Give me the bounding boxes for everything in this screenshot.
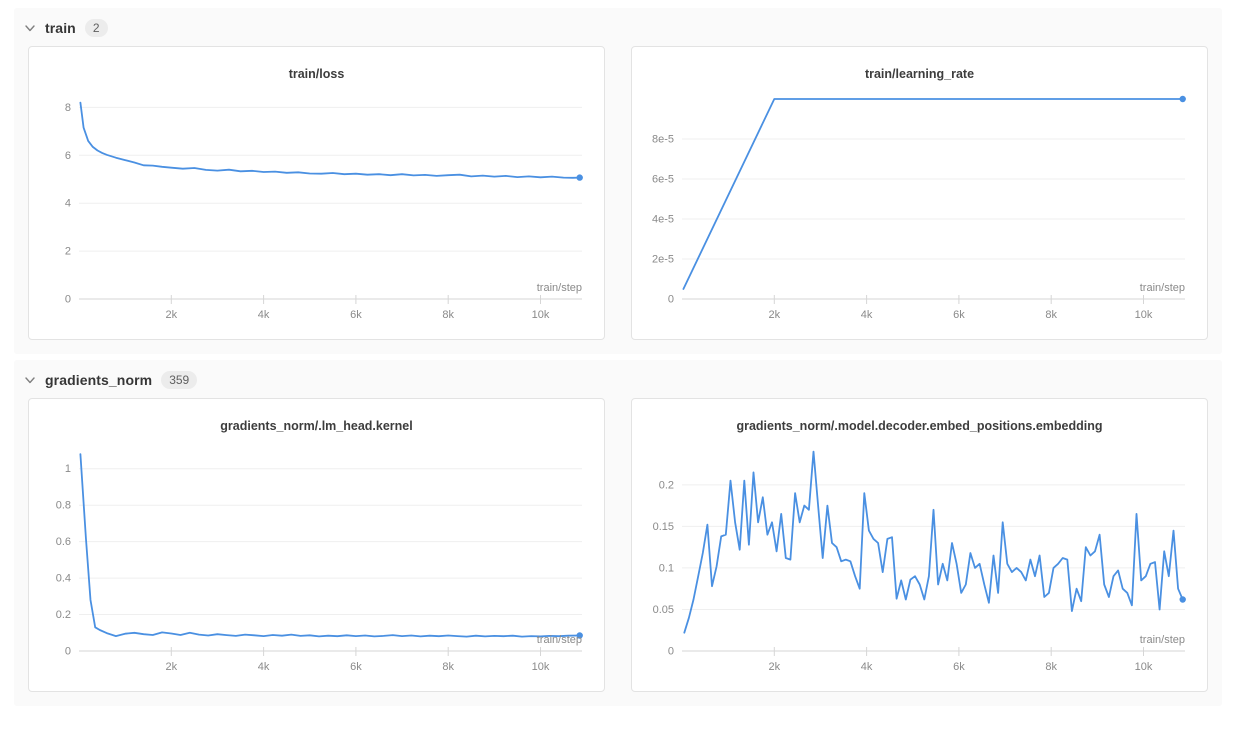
section-gradients-norm-count-badge: 359 (161, 371, 198, 389)
svg-text:6: 6 (65, 150, 71, 162)
svg-text:8k: 8k (442, 309, 454, 321)
section-train: train 2 2k 4k 6k 8k 10k 0 2 4 6 8 train/step train/… (14, 8, 1222, 354)
chart-panel-embed-positions-embedding[interactable]: 2k 4k 6k 8k 10k 0 0.05 0.1 0.15 0.2 train/step grad… (631, 398, 1208, 692)
svg-text:0.05: 0.05 (653, 604, 674, 616)
svg-text:4k: 4k (861, 309, 873, 321)
svg-text:gradients_norm/.model.decoder.: gradients_norm/.model.decoder.embed_posi… (736, 419, 1102, 433)
svg-text:0.6: 0.6 (56, 536, 71, 548)
svg-text:4k: 4k (861, 661, 873, 673)
svg-text:train/learning_rate: train/learning_rate (865, 67, 974, 81)
svg-text:train/step: train/step (537, 634, 582, 646)
svg-text:10k: 10k (1135, 309, 1153, 321)
svg-text:6k: 6k (953, 309, 965, 321)
svg-text:2e-5: 2e-5 (652, 254, 674, 266)
panels-row-train: 2k 4k 6k 8k 10k 0 2 4 6 8 train/step train/loss 2k 4… (14, 46, 1222, 340)
svg-text:8k: 8k (1045, 661, 1057, 673)
svg-text:train/step: train/step (1140, 282, 1185, 294)
chart-panel-train-learning-rate[interactable]: 2k 4k 6k 8k 10k 0 2e-5 4e-5 6e-5 8e-5 train/step tr… (631, 46, 1208, 340)
svg-text:8e-5: 8e-5 (652, 134, 674, 146)
section-gradients-norm: gradients_norm 359 2k 4k 6k 8k 10k 0 0.2 0.4 0.6… (14, 360, 1222, 706)
svg-text:0: 0 (668, 646, 674, 658)
train-learning-rate-line-chart: 2k 4k 6k 8k 10k 0 2e-5 4e-5 6e-5 8e-5 train/step tr… (652, 67, 1186, 321)
svg-text:train/step: train/step (537, 282, 582, 294)
section-gradients-norm-label: gradients_norm (45, 372, 153, 388)
svg-text:0.15: 0.15 (653, 521, 674, 533)
section-train-label: train (45, 20, 76, 36)
svg-text:6e-5: 6e-5 (652, 174, 674, 186)
chevron-down-icon[interactable] (24, 374, 36, 386)
svg-text:10k: 10k (532, 309, 550, 321)
svg-text:2: 2 (65, 246, 71, 258)
svg-text:6k: 6k (350, 309, 362, 321)
svg-text:0: 0 (668, 294, 674, 306)
svg-text:2k: 2k (165, 661, 177, 673)
panels-row-gradients-norm: 2k 4k 6k 8k 10k 0 0.2 0.4 0.6 0.8 1 train/step gradi… (14, 398, 1222, 692)
svg-text:0.2: 0.2 (56, 609, 71, 621)
svg-text:0: 0 (65, 646, 71, 658)
svg-text:0.4: 0.4 (56, 573, 71, 585)
svg-text:4k: 4k (258, 661, 270, 673)
svg-text:2k: 2k (768, 661, 780, 673)
svg-text:0: 0 (65, 294, 71, 306)
section-train-header[interactable]: train 2 (14, 8, 1222, 46)
chart-panel-train-loss[interactable]: 2k 4k 6k 8k 10k 0 2 4 6 8 train/step train/loss (28, 46, 605, 340)
svg-text:6k: 6k (953, 661, 965, 673)
svg-text:0.8: 0.8 (56, 500, 71, 512)
section-train-count-badge: 2 (84, 19, 108, 37)
svg-text:10k: 10k (532, 661, 550, 673)
svg-text:gradients_norm/.lm_head.kernel: gradients_norm/.lm_head.kernel (220, 419, 412, 433)
svg-text:4e-5: 4e-5 (652, 214, 674, 226)
chart-panel-lm-head-kernel[interactable]: 2k 4k 6k 8k 10k 0 0.2 0.4 0.6 0.8 1 train/step gradi… (28, 398, 605, 692)
svg-text:2k: 2k (165, 309, 177, 321)
svg-text:1: 1 (65, 463, 71, 475)
svg-text:8: 8 (65, 102, 71, 114)
svg-text:6k: 6k (350, 661, 362, 673)
svg-text:4k: 4k (258, 309, 270, 321)
svg-text:0.2: 0.2 (659, 479, 674, 491)
svg-text:10k: 10k (1135, 661, 1153, 673)
svg-text:8k: 8k (442, 661, 454, 673)
svg-text:0.1: 0.1 (659, 562, 674, 574)
svg-text:train/loss: train/loss (289, 67, 345, 81)
svg-text:2k: 2k (768, 309, 780, 321)
svg-text:8k: 8k (1045, 309, 1057, 321)
svg-text:4: 4 (65, 198, 71, 210)
svg-text:train/step: train/step (1140, 634, 1185, 646)
lm-head-kernel-line-chart: 2k 4k 6k 8k 10k 0 0.2 0.4 0.6 0.8 1 train/step gradi… (56, 419, 583, 673)
section-gradients-norm-header[interactable]: gradients_norm 359 (14, 360, 1222, 398)
chevron-down-icon[interactable] (24, 22, 36, 34)
train-loss-line-chart: 2k 4k 6k 8k 10k 0 2 4 6 8 train/step train/loss (65, 67, 583, 321)
embed-positions-embedding-line-chart: 2k 4k 6k 8k 10k 0 0.05 0.1 0.15 0.2 train/step grad… (653, 419, 1186, 673)
